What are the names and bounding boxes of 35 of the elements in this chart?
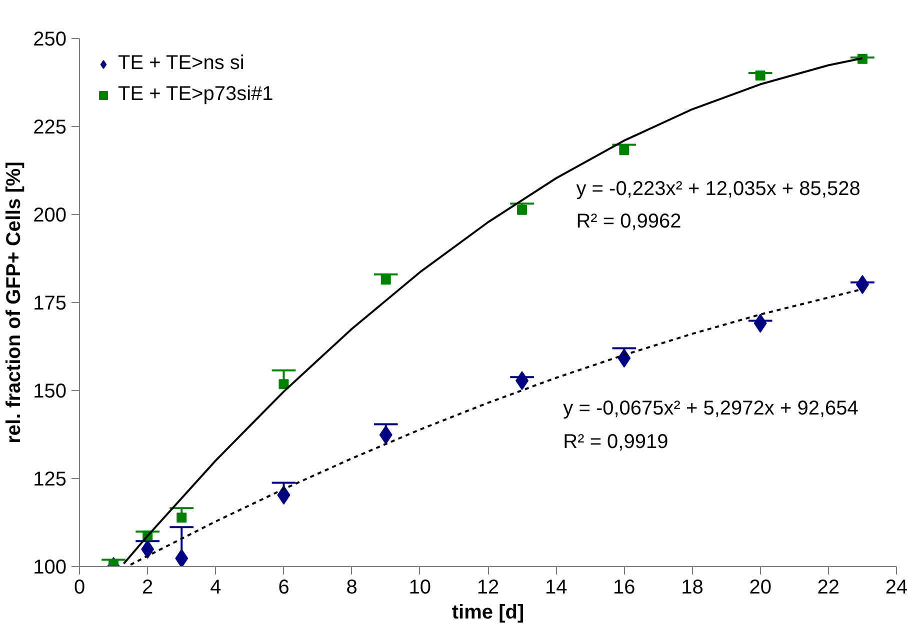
- annotation: y = -0,223x² + 12,035x + 85,528: [576, 178, 860, 200]
- x-tick-label: 14: [544, 576, 568, 598]
- x-tick-label: 4: [210, 576, 222, 598]
- x-tick-label: 6: [278, 576, 290, 598]
- point: [517, 204, 528, 215]
- legend-label: TE + TE>p73si#1: [118, 83, 274, 106]
- x-tick-label: 20: [749, 576, 772, 598]
- point: [175, 548, 188, 566]
- legend-label: TE + TE>ns si: [118, 52, 244, 75]
- x-tick-label: 2: [142, 576, 154, 598]
- x-tick-label: 22: [817, 576, 840, 598]
- x-tick-label: 10: [408, 576, 432, 598]
- x-axis-title: time [d]: [452, 602, 524, 624]
- y-tick-label: 125: [33, 468, 67, 490]
- y-tick-label: 150: [33, 380, 67, 402]
- x-tick-label: 18: [681, 576, 704, 598]
- point: [619, 145, 630, 156]
- point: [176, 512, 187, 523]
- y-tick-label: 250: [33, 28, 67, 50]
- x-tick-label: 12: [476, 576, 500, 598]
- annotation: y = -0,0675x² + 5,2972x + 92,654: [563, 398, 858, 420]
- point: [755, 70, 766, 80]
- x-tick-label: 24: [885, 576, 908, 598]
- y-tick-label: 175: [33, 292, 67, 314]
- x-tick-label: 16: [613, 576, 636, 598]
- y-tick-label: 225: [33, 116, 67, 138]
- y-tick-label: 200: [33, 204, 67, 226]
- annotation: R² = 0,9919: [563, 430, 668, 453]
- point: [380, 274, 391, 285]
- y-axis-title: rel. fraction of GFP+ Cells [%]: [3, 162, 26, 444]
- y-tick-label: 100: [33, 556, 67, 578]
- x-tick-label: 0: [74, 576, 86, 598]
- x-tick-label: 8: [346, 576, 358, 598]
- annotation: R² = 0,9962: [576, 210, 682, 233]
- point: [278, 379, 289, 390]
